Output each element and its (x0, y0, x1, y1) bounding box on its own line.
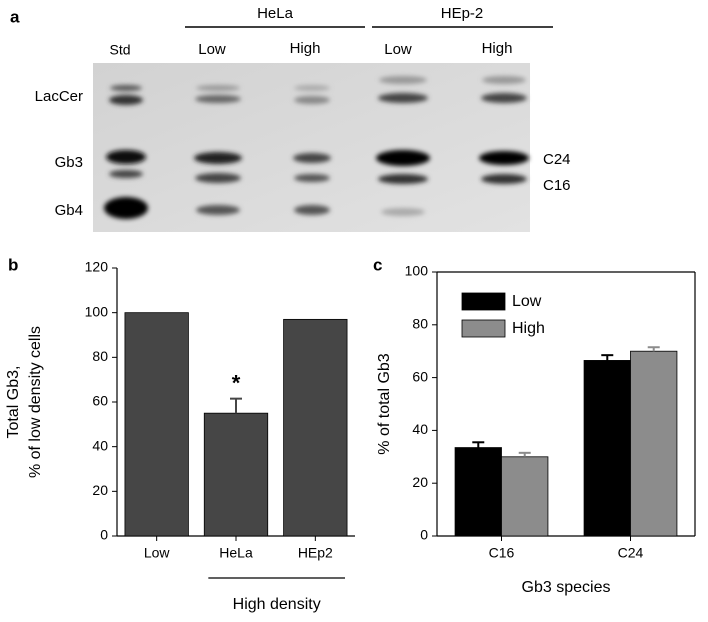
x-tick-label: C24 (618, 545, 644, 561)
y-axis-label: % of low density cells (27, 326, 44, 478)
y-tick-label: 40 (412, 421, 428, 437)
gel-bands (104, 76, 529, 219)
x-axis-label: Gb3 species (522, 579, 611, 596)
y-tick-label: 60 (412, 368, 428, 384)
lane-label: Low (198, 41, 226, 58)
panel-label: a (10, 7, 20, 26)
y-tick-label: 80 (412, 316, 428, 332)
lane-label: High (482, 40, 513, 57)
y-tick-label: 80 (92, 348, 108, 364)
legend-swatch (461, 319, 506, 338)
bar (203, 412, 269, 537)
bar (501, 456, 549, 537)
panel-label: b (8, 255, 18, 274)
group-label: HEp-2 (441, 5, 484, 22)
bar (124, 312, 189, 537)
annotation: * (232, 370, 241, 395)
band-label: LacCer (35, 88, 83, 105)
group-label: HeLa (257, 5, 294, 22)
panel-label: c (373, 255, 382, 274)
lane-label: Std (109, 42, 130, 58)
x-tick-label: C16 (489, 545, 515, 561)
bar (454, 447, 502, 537)
y-axis-label: % of total Gb3 (376, 353, 393, 454)
x-tick-label: Low (144, 545, 171, 561)
y-tick-label: 20 (92, 482, 108, 498)
y-axis-label: Total Gb3, (5, 366, 22, 439)
group-label: High density (233, 596, 321, 613)
bar (283, 318, 348, 537)
y-tick-label: 20 (412, 474, 428, 490)
legend-label: Low (512, 293, 542, 310)
y-tick-label: 100 (85, 303, 109, 319)
band-label: C16 (543, 177, 571, 194)
y-tick-label: 60 (92, 393, 108, 409)
legend-label: High (512, 320, 545, 337)
band-label: Gb4 (55, 202, 83, 219)
lane-label: Low (384, 41, 412, 58)
y-tick-label: 40 (92, 437, 108, 453)
x-tick-label: HEp2 (298, 545, 333, 561)
y-tick-label: 0 (100, 527, 108, 543)
bar (583, 360, 631, 537)
band-label: Gb3 (55, 154, 83, 171)
gel-image (93, 63, 530, 232)
y-tick-label: 100 (405, 263, 429, 279)
band-label: C24 (543, 151, 571, 168)
y-tick-label: 120 (85, 259, 109, 275)
x-tick-label: HeLa (219, 545, 253, 561)
lane-label: High (290, 40, 321, 57)
legend-swatch (461, 292, 506, 311)
bar (630, 350, 678, 537)
y-tick-label: 0 (420, 527, 428, 543)
